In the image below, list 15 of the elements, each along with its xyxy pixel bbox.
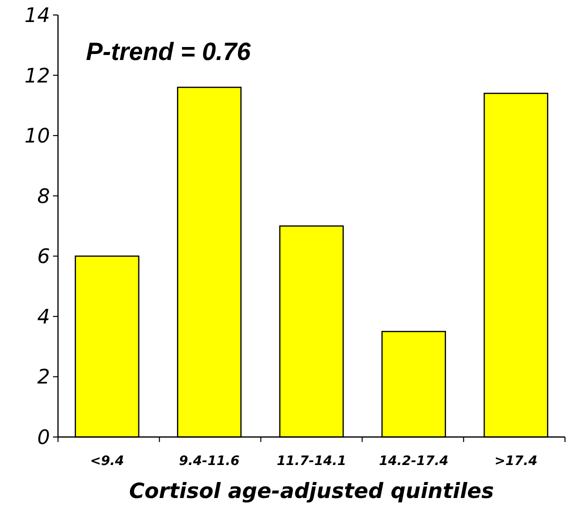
x-tick-label: 11.7-14.1 (276, 454, 346, 469)
annotation: P-trend = 0.76 (86, 38, 252, 66)
y-tick-label: 8 (37, 184, 50, 208)
y-tick-label: 0 (37, 425, 50, 449)
y-tick-label: 10 (24, 124, 50, 148)
x-tick-label: 9.4-11.6 (179, 454, 240, 469)
y-tick-label: 14 (24, 3, 50, 27)
x-axis-title: Cortisol age-adjusted quintiles (129, 479, 494, 503)
x-tick-label: <9.4 (90, 454, 124, 469)
y-tick-label: 4 (37, 304, 50, 328)
x-tick-label: 14.2-17.4 (378, 454, 448, 469)
y-tick-label: 6 (37, 244, 50, 268)
y-tick-label: 2 (37, 364, 50, 389)
y-tick-label: 12 (24, 63, 50, 88)
x-tick-label: >17.4 (494, 454, 538, 469)
